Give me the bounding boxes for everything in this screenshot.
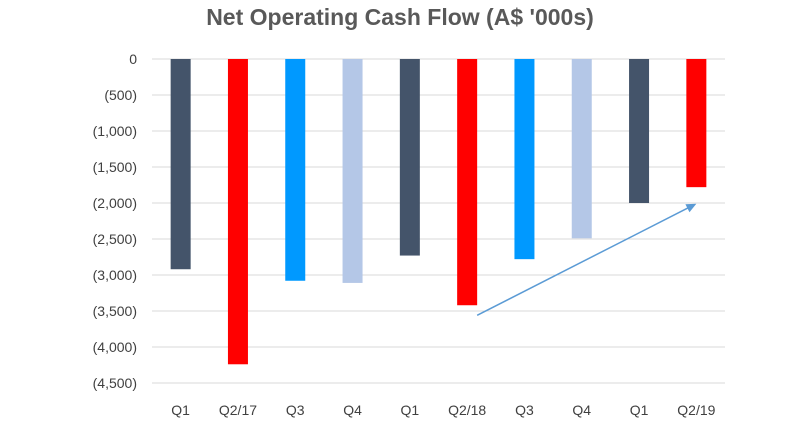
x-tick-label: Q1 xyxy=(630,402,649,418)
x-tick-label: Q3 xyxy=(515,402,534,418)
x-tick-label: Q4 xyxy=(343,402,362,418)
y-tick-label: (1,000) xyxy=(93,123,137,139)
bar xyxy=(170,59,191,270)
chart-title: Net Operating Cash Flow (A$ '000s) xyxy=(206,4,594,30)
y-tick-label: 0 xyxy=(129,51,137,67)
x-tick-label: Q2/17 xyxy=(219,402,257,418)
y-tick-label: (2,500) xyxy=(93,231,137,247)
y-tick-label: (4,000) xyxy=(93,339,137,355)
bar xyxy=(227,59,248,365)
y-tick-label: (3,000) xyxy=(93,267,137,283)
bar xyxy=(514,59,535,260)
bar xyxy=(285,59,306,281)
x-tick-label: Q2/19 xyxy=(677,402,715,418)
y-tick-label: (500) xyxy=(104,87,137,103)
y-tick-label: (1,500) xyxy=(93,159,137,175)
x-tick-label: Q3 xyxy=(286,402,305,418)
bar xyxy=(399,59,420,256)
y-tick-label: (3,500) xyxy=(93,303,137,319)
trend-arrow-head xyxy=(685,203,697,213)
y-tick-label: (4,500) xyxy=(93,375,137,391)
x-tick-label: Q4 xyxy=(572,402,591,418)
x-tick-label: Q1 xyxy=(401,402,420,418)
bar xyxy=(457,59,478,306)
bar xyxy=(629,59,650,203)
bar xyxy=(686,59,707,188)
trend-arrow-line xyxy=(476,205,693,316)
y-tick-label: (2,000) xyxy=(93,195,137,211)
x-tick-label: Q2/18 xyxy=(448,402,486,418)
bar xyxy=(342,59,363,283)
bar xyxy=(571,59,592,239)
x-tick-label: Q1 xyxy=(171,402,190,418)
